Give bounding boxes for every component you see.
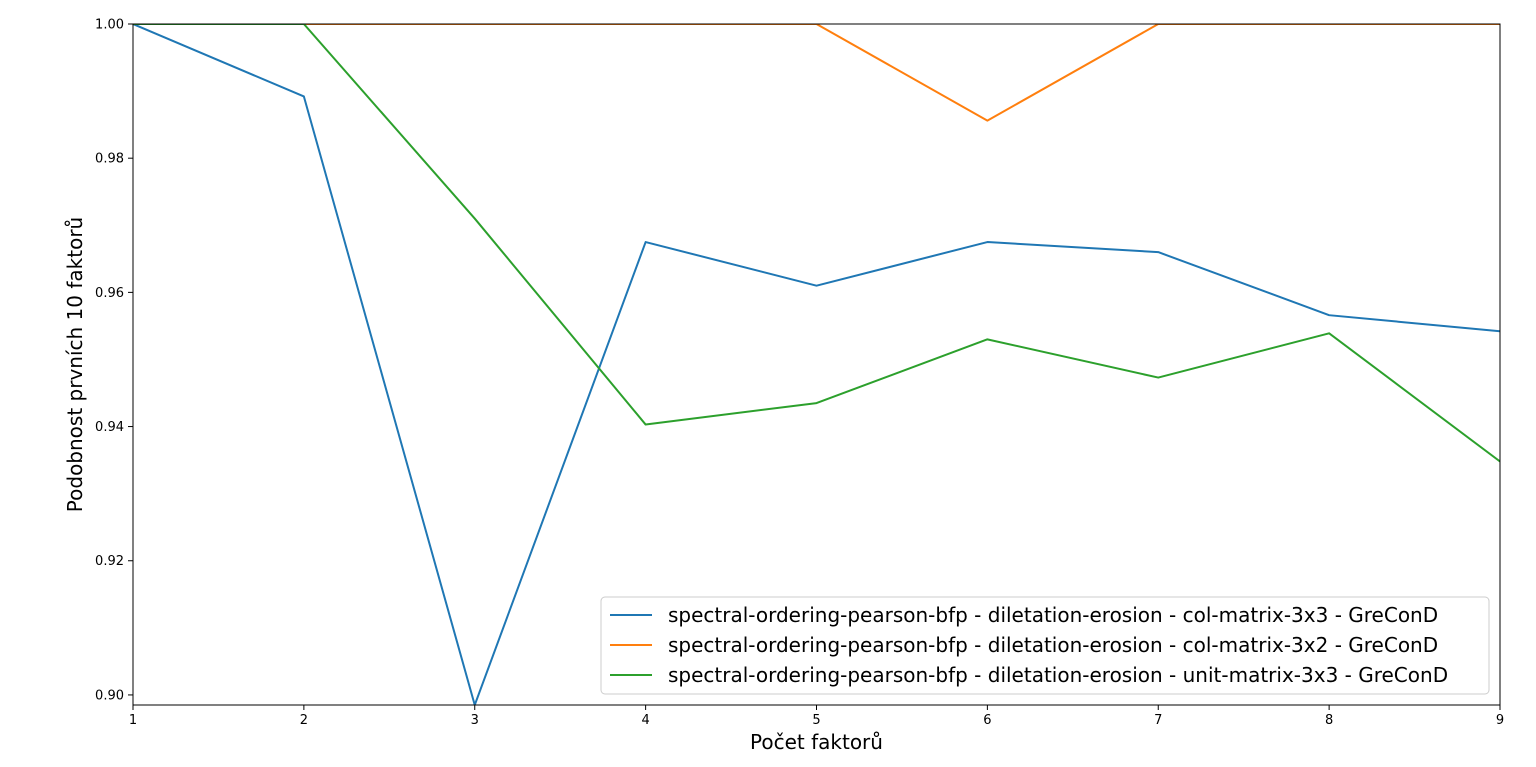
x-tick-label: 3 bbox=[471, 713, 479, 728]
x-tick-label: 5 bbox=[812, 713, 820, 728]
legend: spectral-ordering-pearson-bfp - diletati… bbox=[600, 596, 1490, 695]
legend-label-3: spectral-ordering-pearson-bfp - diletati… bbox=[668, 663, 1448, 687]
y-axis: 0.90 0.92 0.94 0.96 0.98 1.00 bbox=[95, 18, 133, 703]
x-tick-label: 6 bbox=[983, 713, 991, 728]
x-tick-label: 8 bbox=[1325, 713, 1333, 728]
x-tick-label: 2 bbox=[300, 713, 308, 728]
x-tick-label: 7 bbox=[1154, 713, 1162, 728]
series-layer bbox=[133, 24, 1500, 705]
series-line-3 bbox=[133, 24, 1500, 463]
series-line-1 bbox=[133, 24, 1500, 705]
y-tick-label: 0.98 bbox=[95, 152, 124, 167]
y-axis-label: Podobnost prvních 10 faktorů bbox=[63, 217, 87, 512]
legend-label-1: spectral-ordering-pearson-bfp - diletati… bbox=[668, 603, 1438, 627]
y-tick-label: 0.94 bbox=[95, 420, 124, 435]
legend-label-2: spectral-ordering-pearson-bfp - diletati… bbox=[668, 633, 1438, 657]
legend-box bbox=[600, 596, 1490, 695]
x-axis: 1 2 3 4 5 6 7 8 9 bbox=[129, 705, 1504, 728]
y-tick-label: 0.90 bbox=[95, 688, 124, 703]
x-axis-label: Počet faktorů bbox=[750, 730, 883, 754]
x-tick-label: 1 bbox=[129, 713, 137, 728]
series-line-2 bbox=[133, 24, 1500, 122]
y-tick-label: 0.92 bbox=[95, 554, 124, 569]
y-tick-label: 1.00 bbox=[95, 18, 124, 33]
x-tick-label: 9 bbox=[1496, 713, 1504, 728]
y-tick-label: 0.96 bbox=[95, 286, 124, 301]
x-tick-label: 4 bbox=[641, 713, 649, 728]
